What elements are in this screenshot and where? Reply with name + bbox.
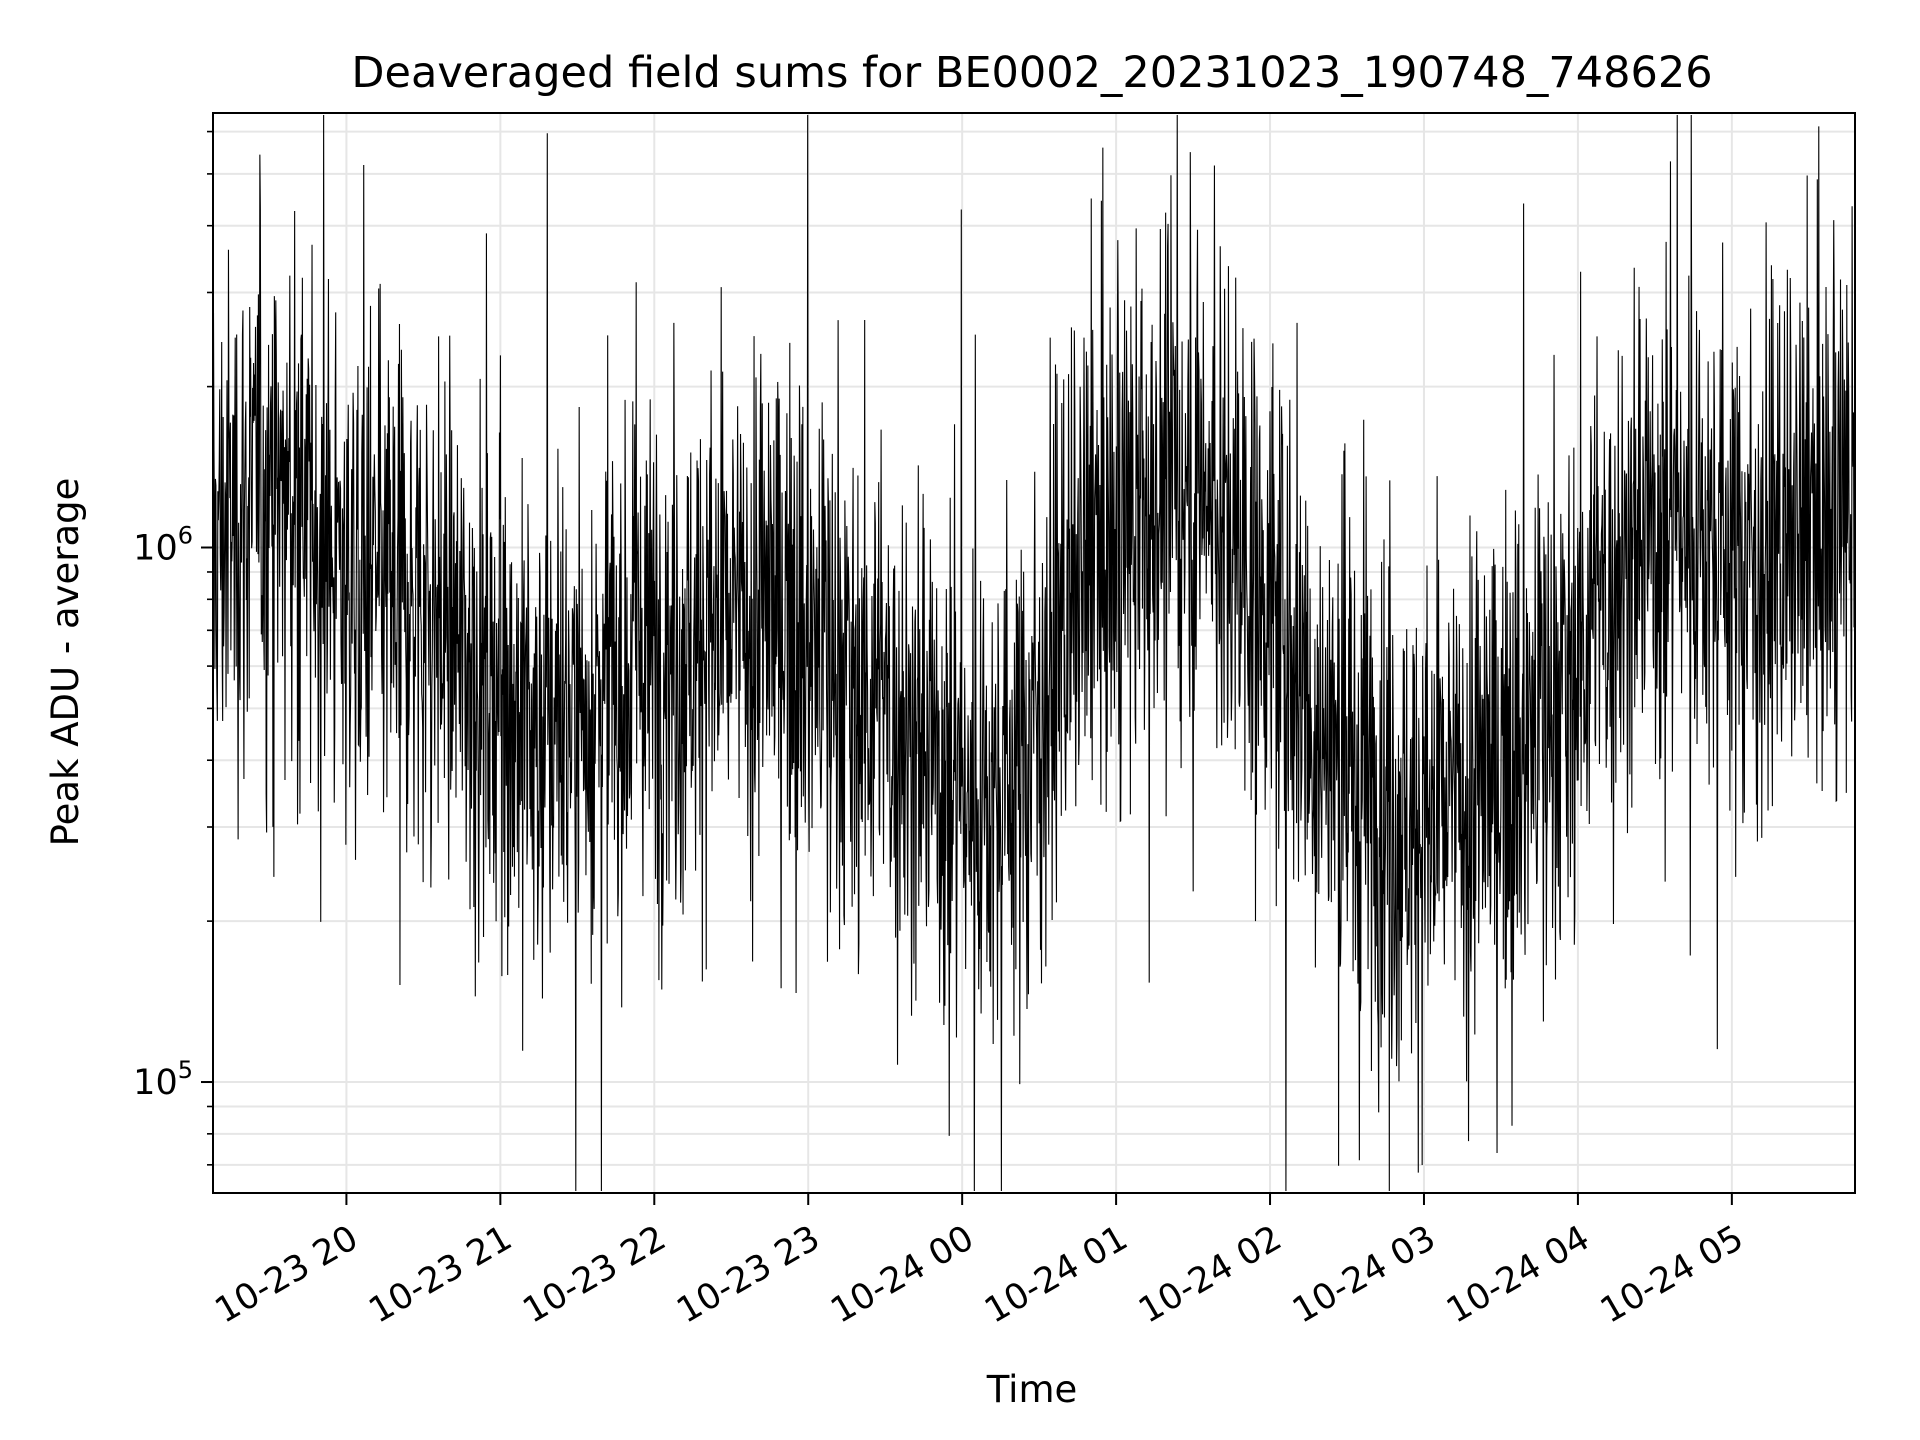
x-tick-label: 10-24 02 [1132,1218,1288,1331]
series-line-trace [212,114,1856,1192]
y-tick-label: 106 [133,522,193,569]
x-tick-label: 10-24 03 [1286,1218,1442,1331]
y-tick-label: 105 [133,1056,193,1103]
x-tick-label: 10-23 22 [516,1218,672,1331]
x-axis-label: Time [986,1368,1078,1411]
x-tick-label: 10-24 05 [1594,1218,1750,1331]
x-tick-label: 10-23 20 [209,1218,365,1331]
axes-frame [212,112,1856,1194]
y-axis-label: Peak ADU - average [44,478,87,847]
chart-title: Deaveraged field sums for BE0002_2023102… [351,48,1712,98]
x-tick-label: 10-24 01 [978,1218,1134,1331]
plot-area [212,114,1856,1192]
x-tick-label: 10-24 04 [1440,1218,1596,1331]
axes [212,112,1856,1194]
x-tick-label: 10-23 21 [363,1218,519,1331]
x-tick-label: 10-23 23 [670,1218,826,1331]
x-tick-label: 10-24 00 [824,1218,980,1331]
